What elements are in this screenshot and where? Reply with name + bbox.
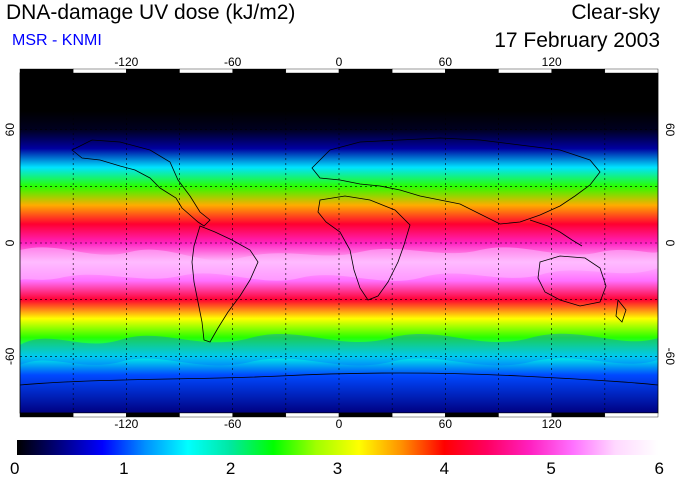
top-tick-segment <box>285 68 340 74</box>
lon-tick-label: 120 <box>542 55 562 69</box>
lat-tick-label-right: 60 <box>663 123 677 137</box>
map-date: 17 February 2003 <box>494 29 660 52</box>
lon-tick-label: 0 <box>336 417 343 431</box>
colorbar-label: 1 <box>119 459 128 478</box>
bottom-tick-segment <box>285 412 340 418</box>
lon-tick-label: 60 <box>439 55 453 69</box>
top-tick-segment <box>604 68 659 74</box>
top-tick-segment <box>391 68 446 74</box>
colorbar-label: 4 <box>440 459 449 478</box>
lon-tick-label: -120 <box>114 417 138 431</box>
top-tick-segment <box>338 68 393 74</box>
source-label: MSR - KNMI <box>12 32 102 49</box>
lon-labels-bottom: -120 -60 0 60 120 <box>114 417 562 431</box>
lat-labels-right: 60 0 -60 <box>663 123 677 365</box>
lat-tick-label-right: 0 <box>663 240 677 247</box>
colorbar-label: 3 <box>333 459 342 478</box>
gridlines <box>20 73 658 413</box>
bottom-tick-segment <box>391 412 446 418</box>
lon-labels-top: -120 -60 0 60 120 <box>114 55 562 69</box>
lat-tick-label: 0 <box>3 239 17 246</box>
coastlines <box>20 137 658 386</box>
sky-condition: Clear-sky <box>571 1 660 24</box>
lat-tick-label: 60 <box>3 123 17 137</box>
colorbar <box>17 440 658 455</box>
top-tick-segment <box>72 68 127 74</box>
colorbar-label: 6 <box>655 459 664 478</box>
lon-tick-label: 60 <box>439 417 453 431</box>
lon-tick-label: -60 <box>224 55 242 69</box>
lon-tick-label: -60 <box>224 417 242 431</box>
bottom-tick-segment <box>19 412 74 418</box>
bottom-tick-segment <box>445 412 499 418</box>
axis-tick-bars <box>19 68 659 418</box>
colorbar-label: 2 <box>226 459 235 478</box>
top-tick-segment <box>445 68 499 74</box>
lat-labels-left: 60 0 -60 <box>3 123 17 365</box>
lon-tick-label: -120 <box>114 55 138 69</box>
map-title: DNA-damage UV dose (kJ/m2) <box>6 1 296 24</box>
top-tick-segment <box>498 68 552 74</box>
lat-tick-label: -60 <box>3 347 17 365</box>
bottom-tick-segment <box>604 412 659 418</box>
lon-tick-label: 0 <box>336 55 343 69</box>
colorbar-labels: 0 1 2 3 4 5 6 <box>10 459 664 478</box>
top-tick-segment <box>232 68 287 74</box>
bottom-tick-segment <box>338 412 393 418</box>
top-tick-segment <box>551 68 606 74</box>
top-tick-segment <box>19 68 74 74</box>
colorbar-label: 5 <box>546 459 555 478</box>
top-tick-segment <box>126 68 180 74</box>
lat-tick-label-right: -60 <box>663 348 677 366</box>
colorbar-label: 0 <box>10 459 19 478</box>
top-tick-segment <box>179 68 233 74</box>
lon-tick-label: 120 <box>542 417 562 431</box>
